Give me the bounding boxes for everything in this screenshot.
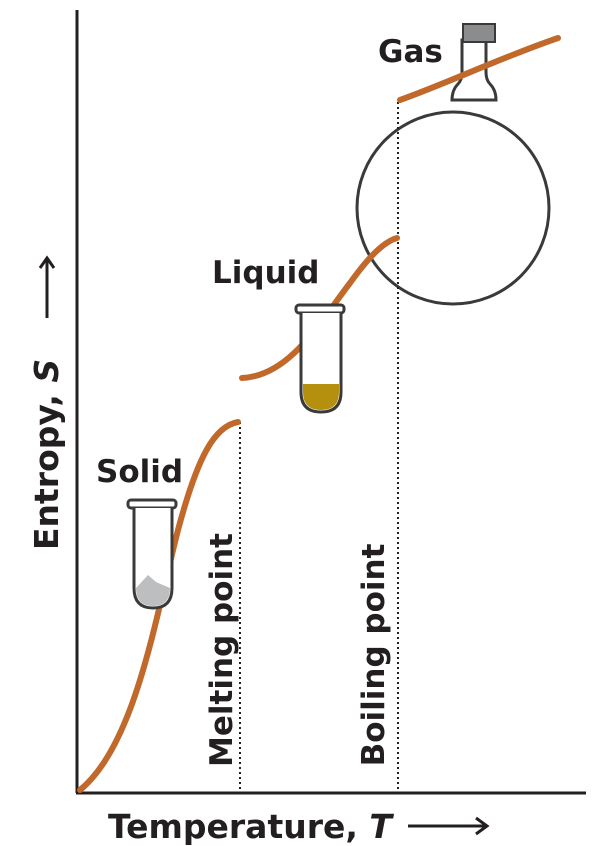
melting-label: Melting point <box>204 533 240 767</box>
x-axis-variable: T <box>369 807 394 846</box>
liquid-tube <box>296 305 344 412</box>
svg-text:Temperature, T: Temperature, T <box>108 807 394 846</box>
svg-text:Entropy, S: Entropy, S <box>27 359 66 550</box>
liquid-label: Liquid <box>212 255 319 291</box>
diagram: Solid Liquid Gas Melting point Boiling p… <box>0 0 609 846</box>
x-axis-text: Temperature, <box>108 807 358 846</box>
y-axis-variable: S <box>27 359 66 383</box>
gas-label: Gas <box>378 34 443 70</box>
solid-tube <box>128 500 176 608</box>
y-axis-text: Entropy, <box>27 394 66 550</box>
y-axis-title: Entropy, S <box>27 258 66 550</box>
x-axis-title: Temperature, T <box>108 807 487 846</box>
boiling-label: Boiling point <box>356 543 392 766</box>
solid-label: Solid <box>96 454 183 490</box>
